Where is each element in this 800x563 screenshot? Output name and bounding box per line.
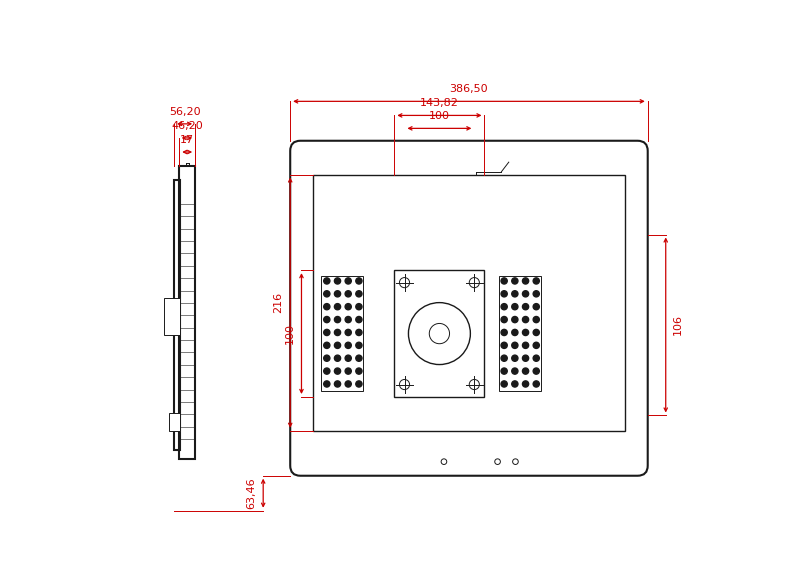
Circle shape bbox=[345, 329, 351, 336]
Circle shape bbox=[345, 316, 351, 323]
Circle shape bbox=[512, 278, 518, 284]
Circle shape bbox=[512, 355, 518, 361]
Circle shape bbox=[501, 329, 507, 336]
Text: 143,82: 143,82 bbox=[420, 98, 459, 108]
Circle shape bbox=[501, 355, 507, 361]
Circle shape bbox=[522, 329, 529, 336]
Text: 56,20: 56,20 bbox=[169, 106, 201, 117]
Circle shape bbox=[501, 342, 507, 348]
Circle shape bbox=[533, 368, 539, 374]
Circle shape bbox=[512, 342, 518, 348]
Bar bbox=[498, 276, 541, 391]
Circle shape bbox=[345, 368, 351, 374]
Circle shape bbox=[512, 329, 518, 336]
Circle shape bbox=[356, 329, 362, 336]
Circle shape bbox=[512, 381, 518, 387]
Circle shape bbox=[324, 291, 330, 297]
Text: 386,50: 386,50 bbox=[450, 84, 488, 94]
Bar bbox=[179, 166, 195, 459]
Text: 216: 216 bbox=[274, 292, 283, 313]
Circle shape bbox=[345, 278, 351, 284]
Circle shape bbox=[324, 355, 330, 361]
Circle shape bbox=[501, 381, 507, 387]
Circle shape bbox=[533, 291, 539, 297]
Circle shape bbox=[522, 355, 529, 361]
Text: 106: 106 bbox=[673, 315, 682, 336]
Circle shape bbox=[522, 316, 529, 323]
Text: 63,46: 63,46 bbox=[246, 477, 257, 509]
Circle shape bbox=[512, 303, 518, 310]
Circle shape bbox=[345, 381, 351, 387]
Circle shape bbox=[324, 381, 330, 387]
Circle shape bbox=[522, 291, 529, 297]
Circle shape bbox=[334, 355, 341, 361]
Circle shape bbox=[501, 303, 507, 310]
Circle shape bbox=[324, 278, 330, 284]
Circle shape bbox=[324, 303, 330, 310]
Circle shape bbox=[345, 303, 351, 310]
Circle shape bbox=[522, 368, 529, 374]
Circle shape bbox=[356, 303, 362, 310]
Circle shape bbox=[512, 368, 518, 374]
Bar bbox=[169, 413, 181, 431]
Circle shape bbox=[356, 342, 362, 348]
Circle shape bbox=[334, 291, 341, 297]
Circle shape bbox=[334, 368, 341, 374]
Circle shape bbox=[334, 316, 341, 323]
Circle shape bbox=[533, 303, 539, 310]
Circle shape bbox=[522, 278, 529, 284]
Bar bbox=[174, 180, 180, 450]
Circle shape bbox=[533, 278, 539, 284]
Circle shape bbox=[356, 355, 362, 361]
Circle shape bbox=[512, 291, 518, 297]
Bar bbox=[321, 276, 363, 391]
Text: 17: 17 bbox=[180, 135, 194, 145]
Circle shape bbox=[501, 368, 507, 374]
Circle shape bbox=[345, 355, 351, 361]
Circle shape bbox=[334, 381, 341, 387]
Circle shape bbox=[533, 342, 539, 348]
Circle shape bbox=[501, 278, 507, 284]
Circle shape bbox=[522, 381, 529, 387]
Circle shape bbox=[501, 316, 507, 323]
Circle shape bbox=[356, 368, 362, 374]
Circle shape bbox=[356, 278, 362, 284]
Circle shape bbox=[356, 381, 362, 387]
Bar bbox=[313, 175, 626, 431]
Bar bbox=[163, 298, 181, 335]
Text: 100: 100 bbox=[429, 111, 450, 121]
Circle shape bbox=[356, 316, 362, 323]
Circle shape bbox=[334, 303, 341, 310]
Circle shape bbox=[345, 291, 351, 297]
Circle shape bbox=[512, 316, 518, 323]
Circle shape bbox=[522, 342, 529, 348]
Circle shape bbox=[533, 355, 539, 361]
Text: 46,20: 46,20 bbox=[171, 120, 202, 131]
Circle shape bbox=[533, 329, 539, 336]
Circle shape bbox=[324, 329, 330, 336]
Circle shape bbox=[533, 381, 539, 387]
Circle shape bbox=[345, 342, 351, 348]
Bar bbox=[394, 270, 485, 397]
Circle shape bbox=[533, 316, 539, 323]
Circle shape bbox=[334, 329, 341, 336]
Text: 100: 100 bbox=[285, 323, 294, 344]
Circle shape bbox=[334, 278, 341, 284]
Circle shape bbox=[324, 368, 330, 374]
Circle shape bbox=[324, 342, 330, 348]
Circle shape bbox=[356, 291, 362, 297]
Circle shape bbox=[522, 303, 529, 310]
Circle shape bbox=[501, 291, 507, 297]
Circle shape bbox=[334, 342, 341, 348]
Circle shape bbox=[324, 316, 330, 323]
